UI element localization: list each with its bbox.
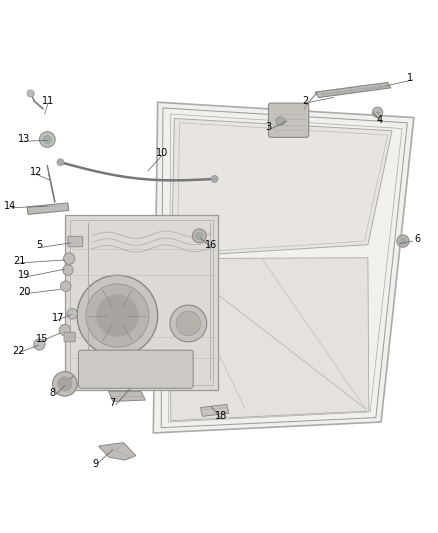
Circle shape (276, 117, 285, 125)
Text: 14: 14 (4, 201, 17, 211)
Text: 1: 1 (407, 73, 413, 83)
Circle shape (67, 309, 78, 319)
Polygon shape (172, 118, 392, 257)
Text: 18: 18 (215, 411, 227, 421)
Circle shape (27, 90, 34, 97)
Polygon shape (319, 85, 388, 96)
Text: 15: 15 (36, 334, 48, 344)
Circle shape (86, 284, 149, 347)
Text: 20: 20 (18, 287, 31, 297)
Circle shape (43, 135, 51, 143)
Polygon shape (99, 442, 136, 460)
Text: 9: 9 (92, 459, 98, 470)
Circle shape (211, 175, 218, 182)
Text: 16: 16 (205, 240, 217, 251)
Circle shape (400, 238, 406, 244)
Circle shape (372, 107, 383, 118)
Circle shape (176, 311, 201, 336)
Text: 5: 5 (36, 240, 42, 251)
FancyBboxPatch shape (268, 103, 309, 138)
Polygon shape (27, 203, 69, 214)
Circle shape (58, 377, 72, 391)
Text: 3: 3 (265, 122, 271, 132)
Text: 8: 8 (49, 387, 55, 398)
Polygon shape (109, 391, 145, 401)
Text: 17: 17 (52, 313, 64, 323)
Circle shape (64, 253, 75, 264)
Polygon shape (153, 102, 414, 433)
Polygon shape (170, 258, 369, 421)
Text: 19: 19 (18, 270, 31, 280)
Text: 11: 11 (42, 96, 54, 106)
Text: 22: 22 (12, 345, 25, 356)
Circle shape (196, 232, 203, 239)
Polygon shape (201, 405, 229, 416)
Text: 7: 7 (110, 398, 116, 408)
Circle shape (59, 324, 71, 336)
Circle shape (63, 265, 73, 275)
Polygon shape (65, 215, 218, 390)
Text: 13: 13 (18, 134, 30, 144)
Circle shape (53, 372, 77, 396)
Circle shape (34, 339, 45, 350)
Circle shape (96, 295, 138, 336)
Text: 4: 4 (377, 115, 383, 125)
Circle shape (77, 275, 158, 356)
FancyBboxPatch shape (78, 350, 193, 388)
Text: 12: 12 (30, 167, 42, 177)
Circle shape (170, 305, 207, 342)
Circle shape (57, 159, 64, 166)
Circle shape (60, 281, 71, 292)
Circle shape (397, 235, 409, 247)
Text: 10: 10 (155, 149, 168, 158)
FancyBboxPatch shape (68, 236, 83, 247)
Text: 21: 21 (13, 256, 25, 266)
Polygon shape (315, 83, 391, 98)
Circle shape (39, 132, 55, 147)
Text: 6: 6 (414, 235, 420, 244)
Circle shape (192, 229, 206, 243)
Text: 2: 2 (302, 96, 308, 106)
FancyBboxPatch shape (64, 332, 75, 342)
